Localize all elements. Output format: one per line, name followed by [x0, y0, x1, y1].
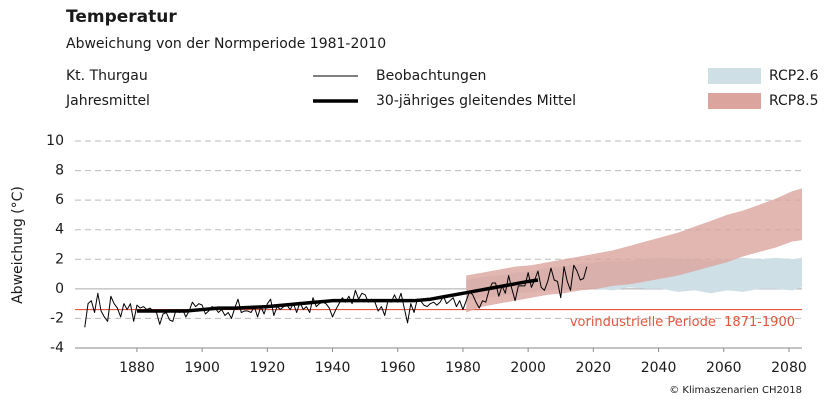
legend-label: RCP2.6: [769, 68, 819, 84]
y-tick-label: 4: [55, 222, 64, 238]
x-tick-label: 1940: [315, 360, 351, 376]
period: Jahresmittel: [65, 93, 150, 109]
x-tick-label: 2020: [576, 360, 612, 376]
band: [466, 188, 802, 313]
y-tick-label: 6: [55, 192, 64, 208]
legend-label: RCP8.5: [769, 93, 819, 109]
chart-title: Temperatur: [66, 7, 177, 27]
x-tick-label: 1980: [445, 360, 481, 376]
line: [136, 278, 539, 313]
legend-swatch: [708, 93, 761, 109]
legend-label: 30-jähriges gleitendes Mittel: [376, 93, 576, 109]
x-tick-label: 1960: [380, 360, 416, 376]
y-tick-label: 8: [55, 163, 64, 179]
credit: © Klimaszenarien CH2018: [669, 385, 802, 396]
region: Kt. Thurgau: [66, 68, 148, 84]
x-tick-label: 1900: [184, 360, 220, 376]
x-tick-label: 2000: [510, 360, 546, 376]
x-tick-label: 2060: [706, 360, 742, 376]
x-tick-label: 2080: [771, 360, 807, 376]
y-tick-label: 0: [55, 281, 64, 297]
y-tick-label: -2: [50, 310, 64, 326]
x-tick-label: 1880: [119, 360, 155, 376]
y-tick-label: 2: [55, 251, 64, 267]
legend-label: Beobachtungen: [376, 68, 486, 84]
x-tick-label: 2040: [641, 360, 677, 376]
x-tick-label: 1920: [250, 360, 286, 376]
legend-swatch: [708, 68, 761, 84]
y-tick-label: -4: [50, 340, 64, 356]
line: [84, 264, 588, 328]
y-tick-label: 10: [46, 133, 64, 149]
y-axis-title: Abweichung (°C): [10, 186, 26, 304]
reference-label: vorindustrielle Periode 1871-1900: [570, 315, 795, 330]
chart-subtitle: Abweichung von der Normperiode 1981-2010: [66, 36, 386, 52]
